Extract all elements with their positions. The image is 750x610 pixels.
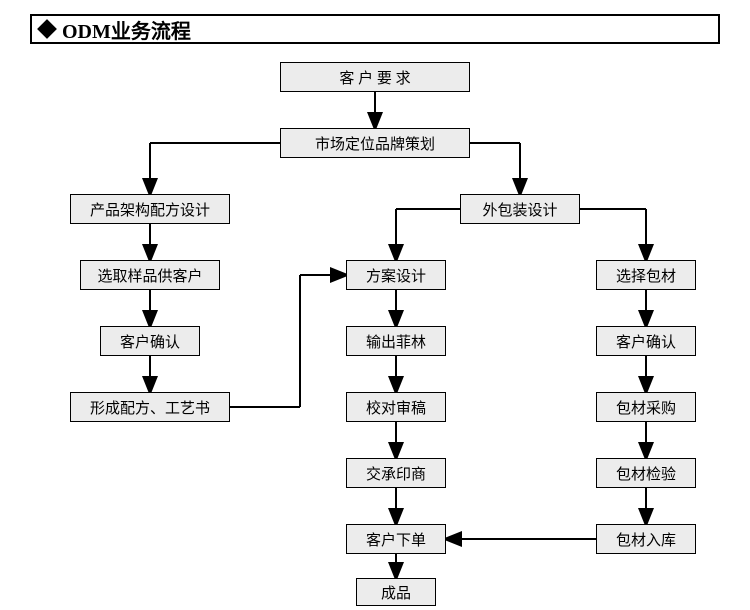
flowchart-node-n4: 外包装设计 — [460, 194, 580, 224]
flowchart-node-n15: 客户确认 — [596, 326, 696, 356]
flowchart-node-label: 包材采购 — [616, 397, 676, 418]
flowchart-node-label: 产品架构配方设计 — [90, 199, 210, 220]
flowchart-node-label: 客户确认 — [120, 331, 180, 352]
flowchart-node-n3: 产品架构配方设计 — [70, 194, 230, 224]
flowchart-node-n14: 选择包材 — [596, 260, 696, 290]
flowchart-node-label: 外包装设计 — [482, 199, 557, 220]
flowchart-node-n2: 市场定位品牌策划 — [280, 128, 470, 158]
flowchart-node-label: 选择包材 — [616, 265, 676, 286]
flowchart-node-n10: 校对审稿 — [346, 392, 446, 422]
flowchart-node-n13: 成品 — [356, 578, 436, 606]
flowchart-node-label: 客 户 要 求 — [339, 67, 410, 88]
flowchart-node-n18: 包材入库 — [596, 524, 696, 554]
flowchart-node-label: 校对审稿 — [366, 397, 426, 418]
flowchart-node-n11: 交承印商 — [346, 458, 446, 488]
flowchart-node-label: 市场定位品牌策划 — [315, 133, 435, 154]
flowchart-node-label: 形成配方、工艺书 — [90, 397, 210, 418]
flowchart-node-label: 输出菲林 — [366, 331, 426, 352]
flowchart-node-n1: 客 户 要 求 — [280, 62, 470, 92]
title-bar: ODM业务流程 — [30, 14, 720, 44]
flowchart-node-label: 客户下单 — [366, 529, 426, 550]
flowchart-node-n7: 形成配方、工艺书 — [70, 392, 230, 422]
flowchart-node-label: 包材检验 — [616, 463, 676, 484]
flowchart-node-n12: 客户下单 — [346, 524, 446, 554]
flowchart-node-n6: 客户确认 — [100, 326, 200, 356]
flowchart-node-label: 选取样品供客户 — [97, 265, 202, 286]
flowchart-node-label: 方案设计 — [366, 265, 426, 286]
flowchart-node-label: 客户确认 — [616, 331, 676, 352]
flowchart-node-label: 交承印商 — [366, 463, 426, 484]
flowchart-node-n9: 输出菲林 — [346, 326, 446, 356]
flowchart-node-label: 成品 — [381, 582, 411, 603]
diamond-icon — [37, 19, 57, 39]
flowchart-node-n5: 选取样品供客户 — [80, 260, 220, 290]
flowchart-node-n8: 方案设计 — [346, 260, 446, 290]
flowchart-node-label: 包材入库 — [616, 529, 676, 550]
flowchart-node-n16: 包材采购 — [596, 392, 696, 422]
page-title: ODM业务流程 — [62, 15, 191, 44]
flowchart-node-n17: 包材检验 — [596, 458, 696, 488]
